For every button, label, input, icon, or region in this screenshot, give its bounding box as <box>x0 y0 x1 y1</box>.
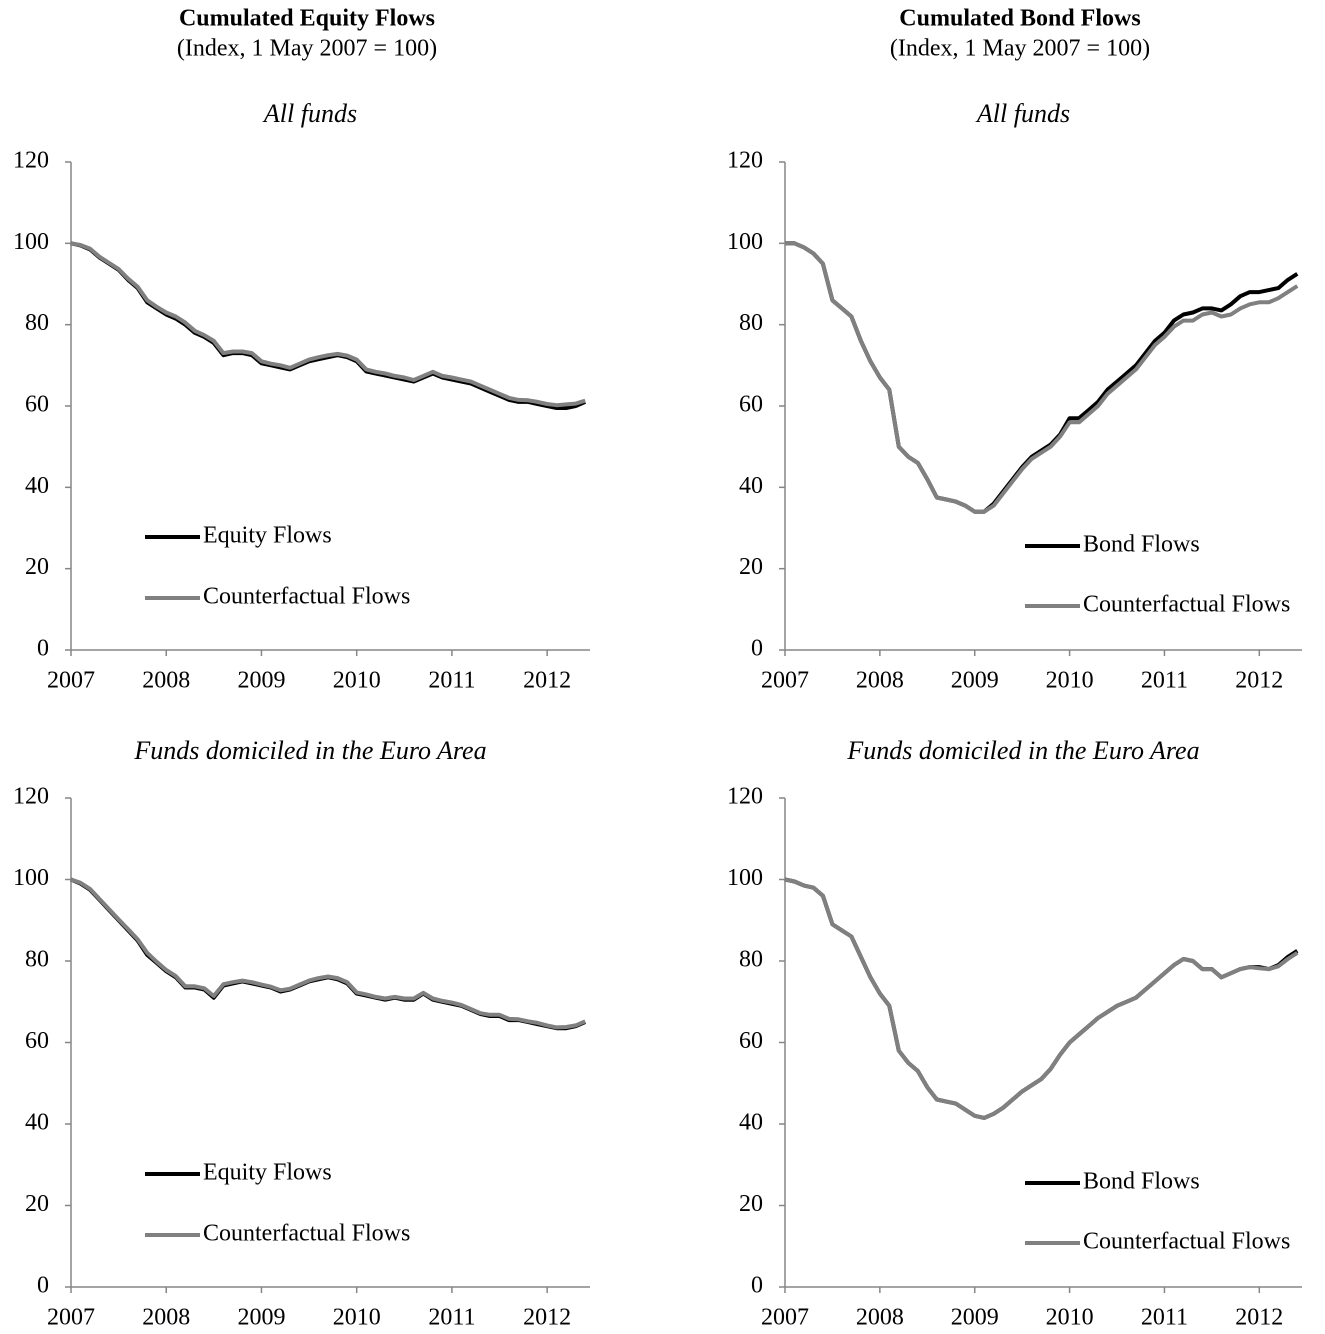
x-tick-label: 2009 <box>237 1305 285 1331</box>
x-tick-label: 2010 <box>333 668 381 694</box>
series-line <box>70 241 586 408</box>
x-tick-label: 2012 <box>523 1305 571 1331</box>
y-tick-label: 80 <box>739 947 763 973</box>
x-tick-label: 2007 <box>761 668 809 694</box>
x-tick-label: 2010 <box>1046 668 1094 694</box>
x-tick-label: 2008 <box>856 668 904 694</box>
x-tick-label: 2012 <box>523 668 571 694</box>
y-tick-label: 20 <box>739 1191 763 1217</box>
series-line <box>784 877 1299 1120</box>
y-tick-label: 80 <box>739 310 763 336</box>
y-tick-label: 60 <box>25 1028 49 1054</box>
column-subtitle: (Index, 1 May 2007 = 100) <box>890 36 1150 62</box>
series-line <box>70 241 586 410</box>
y-tick-label: 120 <box>727 784 763 810</box>
y-tick-label: 120 <box>13 784 49 810</box>
y-tick-label: 0 <box>751 1273 763 1299</box>
x-tick-label: 2009 <box>951 668 999 694</box>
y-tick-label: 40 <box>739 1110 763 1136</box>
column-title: Cumulated Equity Flows <box>179 6 435 32</box>
series-line <box>70 877 586 1030</box>
x-tick-label: 2007 <box>761 1305 809 1331</box>
y-tick-label: 60 <box>739 1028 763 1054</box>
x-tick-label: 2008 <box>142 1305 190 1331</box>
y-tick-label: 120 <box>13 148 49 174</box>
y-tick-label: 40 <box>25 1110 49 1136</box>
x-tick-label: 2007 <box>47 668 95 694</box>
series-line <box>784 877 1299 1120</box>
column-subtitle: (Index, 1 May 2007 = 100) <box>177 36 437 62</box>
y-tick-label: 120 <box>727 148 763 174</box>
y-tick-label: 100 <box>13 229 49 255</box>
x-tick-label: 2007 <box>47 1305 95 1331</box>
y-tick-label: 40 <box>739 473 763 499</box>
y-tick-label: 100 <box>13 865 49 891</box>
legend-label: Counterfactual Flows <box>1083 592 1290 618</box>
y-tick-label: 0 <box>37 636 49 662</box>
legend-label: Equity Flows <box>203 1160 332 1186</box>
x-tick-label: 2012 <box>1235 668 1283 694</box>
x-tick-label: 2011 <box>428 1305 475 1331</box>
panel-title: All funds <box>262 99 357 128</box>
panel-title: Funds domiciled in the Euro Area <box>133 736 486 765</box>
x-tick-label: 2010 <box>1046 1305 1094 1331</box>
y-tick-label: 80 <box>25 310 49 336</box>
y-tick-label: 60 <box>739 392 763 418</box>
x-tick-label: 2011 <box>1141 668 1188 694</box>
y-tick-label: 60 <box>25 392 49 418</box>
legend-label: Equity Flows <box>203 523 332 549</box>
x-tick-label: 2009 <box>951 1305 999 1331</box>
series-line <box>785 241 1299 514</box>
legend-label: Bond Flows <box>1083 1169 1200 1195</box>
series-line <box>785 241 1299 514</box>
y-tick-label: 0 <box>37 1273 49 1299</box>
y-tick-label: 100 <box>727 229 763 255</box>
legend-label: Bond Flows <box>1083 532 1200 558</box>
legend-label: Counterfactual Flows <box>203 584 410 610</box>
x-tick-label: 2012 <box>1235 1305 1283 1331</box>
column-title: Cumulated Bond Flows <box>899 6 1140 32</box>
x-tick-label: 2011 <box>1141 1305 1188 1331</box>
x-tick-label: 2011 <box>428 668 475 694</box>
y-tick-label: 20 <box>739 554 763 580</box>
y-tick-label: 100 <box>727 865 763 891</box>
legend-label: Counterfactual Flows <box>203 1221 410 1247</box>
y-tick-label: 0 <box>751 636 763 662</box>
y-tick-label: 20 <box>25 1191 49 1217</box>
legend-label: Counterfactual Flows <box>1083 1229 1290 1255</box>
panel-title: Funds domiciled in the Euro Area <box>846 736 1199 765</box>
x-tick-label: 2008 <box>856 1305 904 1331</box>
y-tick-label: 80 <box>25 947 49 973</box>
x-tick-label: 2008 <box>142 668 190 694</box>
x-tick-label: 2010 <box>333 1305 381 1331</box>
panel-title: All funds <box>975 99 1070 128</box>
x-tick-label: 2009 <box>237 668 285 694</box>
y-tick-label: 20 <box>25 554 49 580</box>
y-tick-label: 40 <box>25 473 49 499</box>
